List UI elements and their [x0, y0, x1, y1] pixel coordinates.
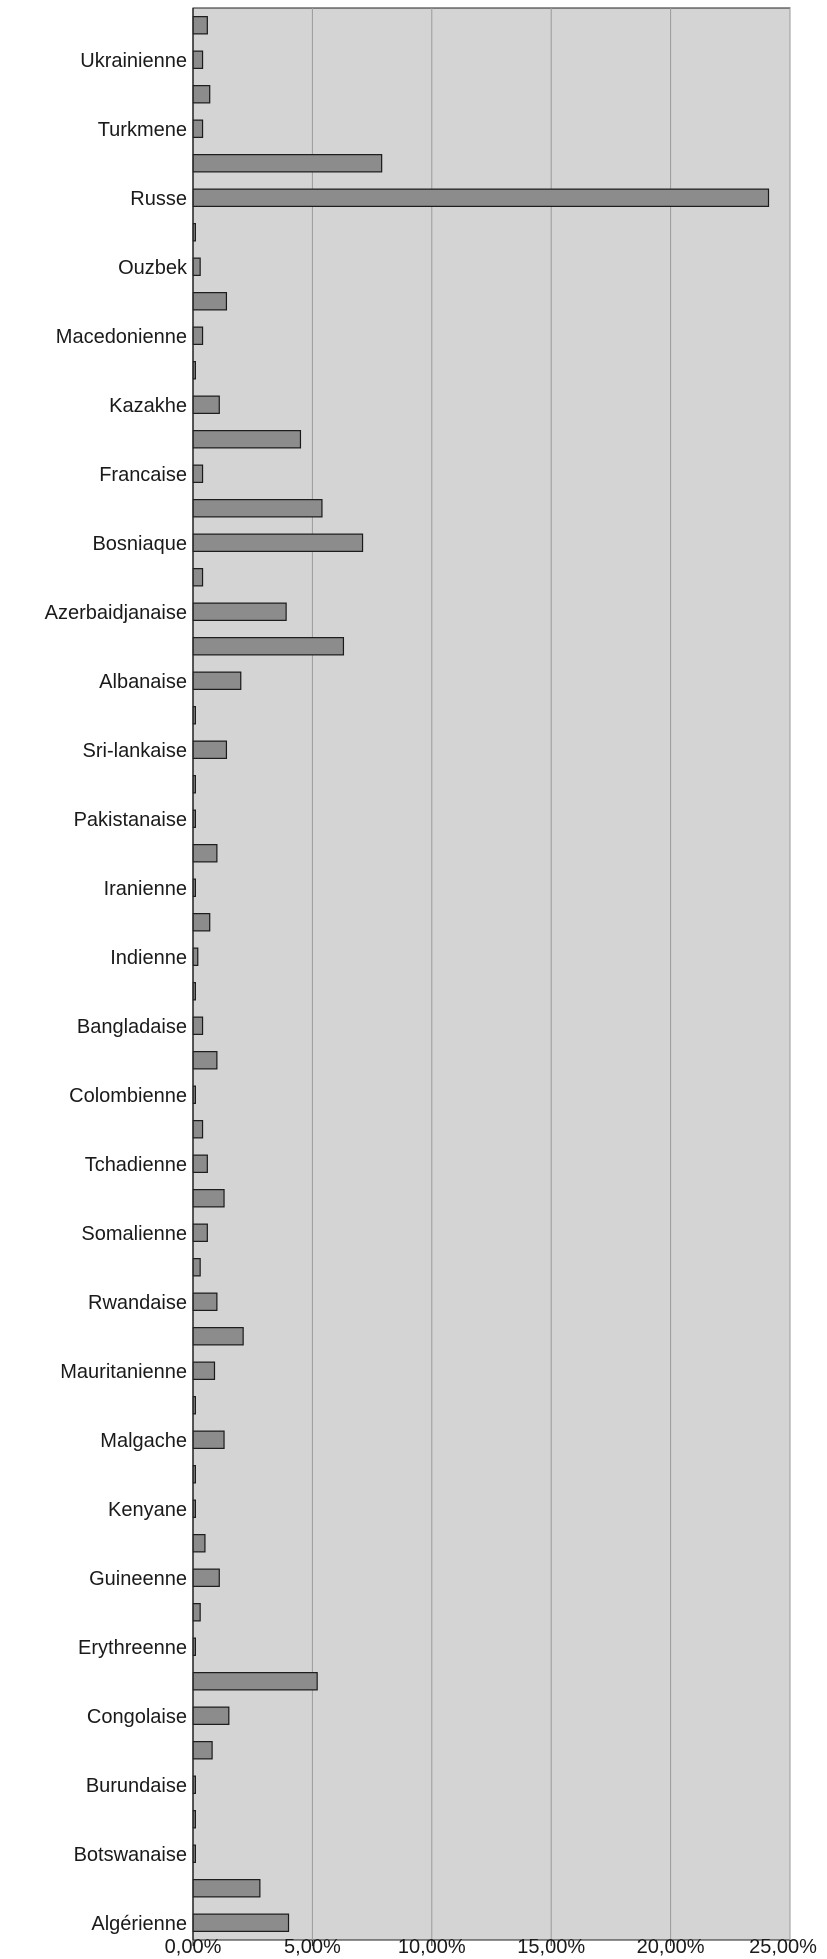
bar [192, 533, 364, 552]
bar [192, 1223, 208, 1242]
bar [192, 1361, 216, 1380]
category-label: Indienne [110, 947, 187, 969]
bar [192, 1672, 318, 1691]
bar [192, 1879, 261, 1898]
x-tick-label: 25,00% [749, 1936, 817, 1958]
category-label: Guineenne [89, 1568, 187, 1590]
bar [192, 844, 218, 863]
bars [192, 16, 770, 1932]
bar [192, 1016, 204, 1035]
category-label: Azerbaidjanaise [45, 602, 187, 624]
bar [192, 913, 211, 932]
bar [192, 637, 345, 656]
category-label: Tchadienne [85, 1154, 187, 1176]
bar [192, 1430, 225, 1449]
category-label: Macedonienne [56, 326, 187, 348]
bar [192, 1327, 244, 1346]
bar [192, 292, 228, 311]
bar [192, 85, 211, 104]
bar [192, 1292, 218, 1311]
category-label: Algérienne [91, 1913, 187, 1935]
x-tick-label: 0,00% [165, 1936, 222, 1958]
category-label: Bosniaque [92, 533, 187, 555]
category-label: Ukrainienne [80, 50, 187, 72]
bar [192, 602, 287, 621]
category-label: Iranienne [104, 878, 187, 900]
category-label: Mauritanienne [60, 1361, 187, 1383]
bar [192, 154, 383, 173]
category-label: Turkmene [98, 119, 187, 141]
category-label: Albanaise [99, 671, 187, 693]
bar [192, 1154, 208, 1173]
category-label: Burundaise [86, 1775, 187, 1797]
category-label: Kazakhe [109, 395, 187, 417]
bar [192, 1603, 201, 1622]
category-label: Francaise [99, 464, 187, 486]
bar [192, 1534, 206, 1553]
x-tick-label: 5,00% [284, 1936, 341, 1958]
bar [192, 395, 220, 414]
bar [192, 1258, 201, 1277]
category-label: Sri-lankaise [83, 740, 187, 762]
bar [192, 740, 228, 759]
bar [192, 568, 204, 587]
category-label: Bangladaise [77, 1016, 187, 1038]
x-tick-labels: 0,00% 5,00% 10,00% 15,00% 20,00% 25,00% [165, 1936, 817, 1958]
category-label: Malgache [100, 1430, 187, 1452]
plot-area [192, 7, 791, 1941]
category-label: Kenyane [108, 1499, 187, 1521]
category-label: Colombienne [69, 1085, 187, 1107]
bar [192, 1120, 204, 1139]
x-tick-label: 20,00% [637, 1936, 705, 1958]
bar [192, 1051, 218, 1070]
bar [192, 50, 204, 69]
bar [192, 1189, 225, 1208]
bar [192, 1568, 220, 1587]
category-labels: Ukrainienne Turkmene Russe Ouzbek Macedonien… [45, 50, 188, 1935]
bar [192, 1913, 290, 1932]
bar [192, 119, 204, 138]
bar [192, 671, 242, 690]
bar [192, 16, 208, 35]
x-tick-label: 10,00% [398, 1936, 466, 1958]
bar [192, 430, 302, 449]
category-label: Ouzbek [118, 257, 188, 279]
category-label: Russe [130, 188, 187, 210]
bar [192, 1706, 230, 1725]
category-label: Somalienne [81, 1223, 187, 1245]
bar [192, 257, 201, 276]
category-label: Pakistanaise [74, 809, 187, 831]
bar [192, 188, 770, 207]
category-label: Botswanaise [74, 1844, 187, 1866]
bar [192, 464, 204, 483]
bar [192, 1741, 213, 1760]
gridlines [311, 8, 791, 1940]
bar [192, 499, 323, 518]
category-label: Congolaise [87, 1706, 187, 1728]
category-label: Rwandaise [88, 1292, 187, 1314]
bar [192, 326, 204, 345]
category-label: Erythreenne [78, 1637, 187, 1659]
x-tick-label: 15,00% [517, 1936, 585, 1958]
